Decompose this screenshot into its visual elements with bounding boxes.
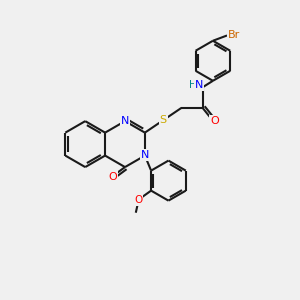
Text: H: H: [189, 80, 197, 90]
Text: N: N: [121, 116, 129, 126]
Text: S: S: [160, 115, 167, 125]
Text: Br: Br: [227, 31, 240, 40]
Text: N: N: [195, 80, 203, 90]
Text: O: O: [108, 172, 117, 182]
Text: N: N: [141, 150, 149, 160]
Text: O: O: [210, 116, 219, 126]
Text: O: O: [134, 195, 142, 205]
